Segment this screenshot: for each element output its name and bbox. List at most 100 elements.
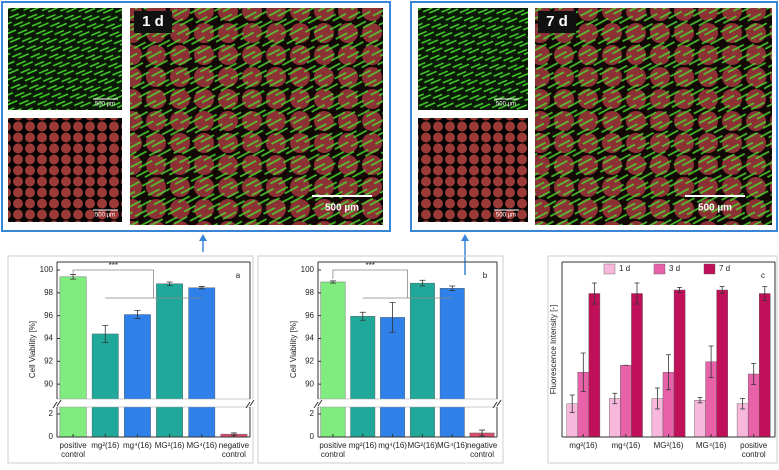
bar	[631, 293, 643, 438]
x-tick-label: positive control	[740, 441, 768, 459]
bar	[124, 314, 151, 438]
x-tick-label: negative control	[219, 441, 250, 459]
error-bar	[70, 274, 77, 280]
legend-swatch	[603, 263, 616, 275]
error-bar	[329, 280, 336, 284]
x-tick-label: MG²(16)	[654, 441, 684, 450]
y-tick-label: 96	[305, 311, 314, 320]
x-tick-label: MG²(16)	[155, 441, 185, 450]
x-tick-label: mg⁴(16)	[123, 441, 152, 450]
time-label: 1 d	[142, 13, 164, 30]
legend-label: 3 d	[669, 264, 680, 273]
error-bar	[102, 324, 109, 343]
bar	[320, 281, 346, 438]
x-tick-label: mg²(16)	[349, 441, 377, 450]
error-bar	[719, 286, 725, 294]
error-bar	[166, 281, 173, 286]
y-tick-label: 100	[301, 265, 315, 274]
scale-bar: 500 µm	[325, 203, 359, 214]
panel-label: a	[236, 271, 241, 280]
bar	[59, 276, 87, 438]
significance-label: ***	[366, 261, 375, 270]
x-tick-label: negative control	[467, 441, 498, 459]
x-tick-label: MG⁴(16)	[696, 441, 727, 450]
x-tick-label: mg²(16)	[569, 441, 597, 450]
y-tick-label: 90	[44, 379, 53, 388]
y-tick-label: 100	[40, 265, 54, 274]
scale-bar: 500 µm	[698, 203, 732, 214]
legend-label: 1 d	[619, 264, 630, 273]
significance-label: ***	[109, 261, 118, 270]
chart-frame	[547, 255, 778, 464]
image-panel-2: 7 d 500 µm 500 µm 500 µm	[410, 1, 778, 232]
error-bar	[389, 302, 396, 333]
image-panel-1: 1 d 500 µm 500 µm 500 µm	[1, 1, 391, 232]
y-tick-label: 94	[305, 334, 314, 343]
error-bar	[359, 311, 366, 321]
arrows	[199, 234, 469, 275]
error-bar	[677, 286, 683, 294]
y-tick-label: 0	[49, 432, 54, 441]
legend-label: 7 d	[719, 264, 730, 273]
error-bar	[612, 392, 618, 405]
legend-swatch	[703, 263, 716, 275]
y-tick-label: 92	[305, 356, 314, 365]
bar	[91, 333, 119, 438]
error-bar	[740, 398, 746, 410]
bar	[350, 316, 376, 438]
axis-break-mark	[492, 399, 502, 409]
bar	[759, 293, 771, 438]
bar	[380, 317, 406, 438]
axis-break-mark	[52, 399, 62, 409]
bar	[694, 400, 706, 438]
bar	[409, 282, 435, 438]
error-bar	[634, 282, 640, 305]
bar	[609, 398, 621, 438]
y-axis-label: Cell Viability [%]	[28, 321, 37, 378]
y-axis-label: Cell Viability [%]	[289, 321, 298, 378]
error-bar	[697, 397, 703, 404]
bar	[188, 287, 216, 438]
y-tick-label: 90	[305, 379, 314, 388]
time-label: 7 d	[546, 13, 568, 30]
x-tick-label: MG⁴(16)	[186, 441, 217, 450]
x-tick-label: positive control	[60, 441, 88, 459]
bar	[439, 288, 465, 438]
panel-label: c	[761, 271, 765, 280]
chart-frame	[7, 255, 254, 464]
scale-bar: 500 µm	[95, 213, 115, 219]
y-tick-label: 98	[305, 288, 314, 297]
significance-bracket	[332, 269, 453, 299]
axis-break-mark	[245, 399, 255, 409]
error-bar	[591, 282, 597, 305]
significance-bracket	[72, 269, 202, 299]
error-bar	[449, 285, 456, 291]
panel-label: b	[483, 271, 488, 280]
y-tick-label: 92	[44, 356, 53, 365]
y-tick-label: 2	[49, 409, 54, 418]
error-bar	[134, 310, 141, 319]
chart-frame	[257, 255, 504, 464]
error-bar	[198, 286, 205, 290]
error-bar	[580, 352, 586, 392]
axis-break-mark	[313, 399, 323, 409]
x-tick-label: mg⁴(16)	[378, 441, 407, 450]
scale-bar: 500 µm	[95, 102, 115, 108]
y-axis-label: Fluorescence Intensity [-]	[549, 305, 558, 394]
error-bar	[419, 279, 426, 287]
bar	[716, 289, 728, 438]
y-tick-label: 96	[44, 311, 53, 320]
x-tick-label: MG⁴(16)	[437, 441, 468, 450]
error-bar	[751, 363, 757, 385]
x-tick-label: mg²(16)	[91, 441, 119, 450]
bar	[156, 283, 183, 438]
x-tick-label: MG²(16)	[408, 441, 438, 450]
error-bar	[654, 387, 660, 410]
error-bar	[569, 394, 575, 413]
scale-bar: 500 µm	[496, 102, 516, 108]
error-bar	[666, 354, 671, 391]
bar	[673, 289, 686, 438]
y-tick-label: 2	[310, 409, 315, 418]
